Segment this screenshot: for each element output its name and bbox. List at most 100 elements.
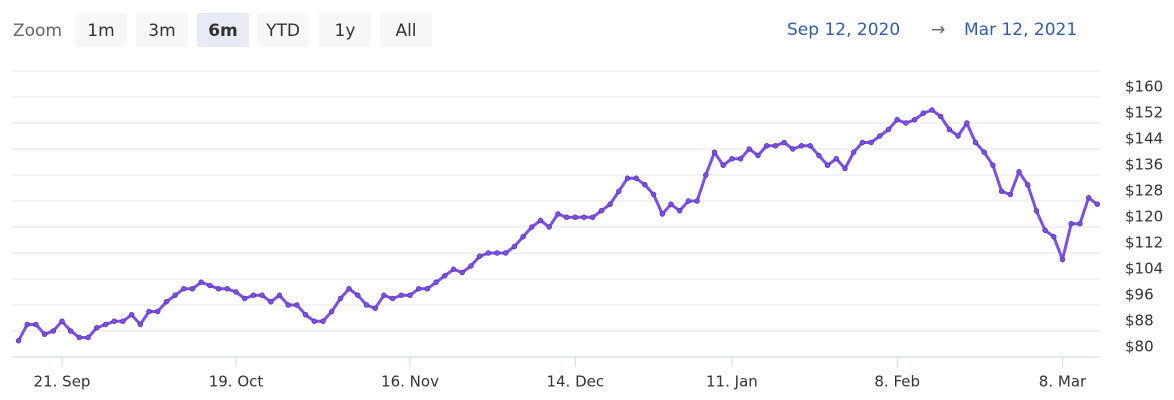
date-from[interactable]: Sep 12, 2020 bbox=[787, 20, 900, 40]
price-point bbox=[416, 286, 422, 292]
zoom-label: Zoom bbox=[13, 21, 62, 41]
price-point bbox=[798, 143, 805, 149]
price-point bbox=[563, 214, 570, 220]
y-tick-label: $136 bbox=[1125, 156, 1163, 174]
y-tick-label: $160 bbox=[1125, 78, 1163, 96]
x-tick-label: 19. Oct bbox=[209, 373, 264, 391]
price-point bbox=[450, 266, 457, 272]
price-point bbox=[346, 286, 352, 292]
range-button-label[interactable]: All bbox=[395, 21, 416, 41]
price-point bbox=[711, 149, 718, 155]
price-point bbox=[616, 188, 622, 194]
price-point bbox=[781, 139, 787, 146]
price-point bbox=[407, 292, 413, 298]
price-point bbox=[998, 188, 1005, 194]
price-point bbox=[389, 295, 396, 302]
range-button-label[interactable]: YTD bbox=[265, 21, 300, 41]
price-point bbox=[920, 110, 926, 116]
price-point bbox=[964, 120, 970, 126]
price-point bbox=[737, 156, 744, 162]
price-point bbox=[1033, 208, 1040, 214]
price-point bbox=[537, 217, 544, 224]
y-tick-label: $152 bbox=[1125, 104, 1163, 122]
price-point bbox=[155, 308, 161, 315]
price-point bbox=[137, 321, 144, 328]
y-tick-label: $104 bbox=[1125, 260, 1163, 278]
price-point bbox=[972, 139, 979, 146]
y-tick-label: $128 bbox=[1125, 182, 1163, 200]
price-point bbox=[877, 133, 883, 139]
price-point bbox=[685, 198, 692, 204]
price-point bbox=[1016, 169, 1022, 175]
price-point bbox=[589, 214, 596, 220]
price-point bbox=[929, 107, 935, 113]
price-point bbox=[694, 198, 700, 204]
y-tick-label: $144 bbox=[1125, 130, 1163, 148]
price-point bbox=[555, 211, 561, 217]
price-point bbox=[233, 289, 239, 295]
price-point bbox=[50, 328, 56, 334]
price-point bbox=[320, 318, 326, 324]
range-button[interactable] bbox=[380, 13, 432, 47]
price-point bbox=[903, 120, 909, 126]
range-button[interactable] bbox=[197, 13, 249, 47]
price-point bbox=[842, 165, 848, 172]
date-to[interactable]: Mar 12, 2021 bbox=[964, 20, 1077, 40]
price-point bbox=[207, 282, 213, 289]
range-button-label[interactable]: 6m bbox=[208, 21, 238, 41]
price-point bbox=[189, 286, 196, 292]
price-point bbox=[859, 139, 866, 146]
price-point bbox=[1007, 191, 1013, 198]
price-point bbox=[503, 250, 509, 256]
price-point bbox=[59, 318, 65, 324]
price-point bbox=[111, 318, 117, 324]
price-point bbox=[755, 152, 761, 159]
price-point bbox=[355, 292, 361, 298]
x-tick-label: 14. Dec bbox=[546, 373, 604, 391]
price-point bbox=[372, 305, 378, 311]
price-point bbox=[146, 308, 152, 315]
price-point bbox=[624, 175, 631, 181]
range-button[interactable] bbox=[75, 13, 127, 47]
price-point bbox=[198, 279, 204, 285]
price-point bbox=[163, 299, 170, 305]
range-button-label[interactable]: 1m bbox=[87, 21, 114, 41]
price-point bbox=[650, 191, 657, 198]
price-point bbox=[294, 302, 300, 308]
price-point bbox=[763, 143, 770, 149]
price-point bbox=[41, 331, 48, 337]
price-point bbox=[224, 286, 231, 292]
price-point bbox=[529, 224, 535, 230]
price-point bbox=[598, 208, 605, 214]
price-point bbox=[459, 269, 465, 276]
price-point bbox=[668, 201, 674, 207]
price-point bbox=[259, 292, 265, 298]
price-point bbox=[981, 149, 987, 155]
price-point bbox=[790, 146, 796, 152]
range-button-label[interactable]: 3m bbox=[148, 21, 175, 41]
price-point bbox=[746, 146, 752, 152]
price-point bbox=[15, 338, 22, 344]
range-button[interactable] bbox=[319, 13, 371, 47]
price-point bbox=[276, 292, 283, 298]
price-point bbox=[268, 299, 274, 305]
price-point bbox=[24, 321, 30, 328]
price-point bbox=[1024, 182, 1031, 188]
price-point bbox=[181, 286, 187, 292]
price-point bbox=[363, 302, 370, 308]
price-point bbox=[511, 243, 518, 250]
y-tick-label: $80 bbox=[1125, 338, 1154, 356]
x-tick-label: 8. Mar bbox=[1039, 373, 1087, 391]
y-tick-label: $112 bbox=[1125, 234, 1163, 252]
price-point bbox=[1042, 227, 1048, 233]
price-point bbox=[607, 201, 613, 207]
range-button-label[interactable]: 1y bbox=[335, 21, 356, 41]
price-point bbox=[242, 295, 248, 302]
y-axis: $80 $88 $96 $104 $112 $120 $128 $136 $144 $152 $16… bbox=[1125, 78, 1163, 356]
price-point bbox=[937, 113, 944, 120]
range-button[interactable] bbox=[136, 13, 188, 47]
price-point bbox=[772, 143, 779, 149]
plot bbox=[15, 107, 1101, 344]
price-point bbox=[433, 279, 439, 285]
range-button[interactable] bbox=[257, 13, 309, 47]
